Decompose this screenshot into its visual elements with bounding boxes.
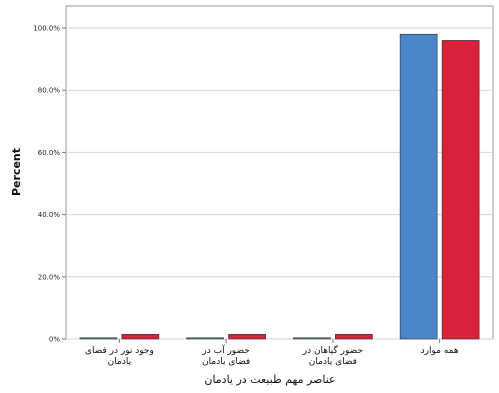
- bar: [79, 337, 118, 340]
- y-tick-label: 80.0%: [38, 87, 61, 95]
- bar: [121, 334, 160, 340]
- y-tick-label: 60.0%: [38, 149, 61, 157]
- category-label: یادمان: [108, 357, 132, 367]
- category-label: فضای یادمان: [309, 357, 357, 367]
- category-label: فضای یادمان: [202, 357, 250, 367]
- y-tick-label: 100.0%: [33, 25, 60, 33]
- category-label: همه موارد: [421, 346, 459, 356]
- category-label: وجود نور در فضای: [85, 346, 154, 356]
- bar: [335, 334, 373, 340]
- bar: [293, 337, 331, 340]
- y-tick-label: 40.0%: [38, 211, 61, 219]
- x-axis-label: عناصر مهم طبیعت در یادمان: [204, 373, 335, 386]
- y-axis: 0% 20.0% 40.0% 60.0% 80.0% 100.0%: [33, 25, 66, 344]
- bar: [186, 337, 224, 340]
- bar: [228, 334, 266, 340]
- category-label: حضور گیاهان در: [302, 344, 363, 356]
- y-tick-label: 0%: [49, 336, 60, 344]
- bar: [441, 40, 480, 340]
- bar: [399, 33, 438, 340]
- category-label: حضور آب در: [201, 344, 249, 356]
- y-axis-label: Percent: [10, 148, 23, 196]
- y-tick-label: 20.0%: [38, 273, 61, 281]
- bars: [79, 33, 480, 340]
